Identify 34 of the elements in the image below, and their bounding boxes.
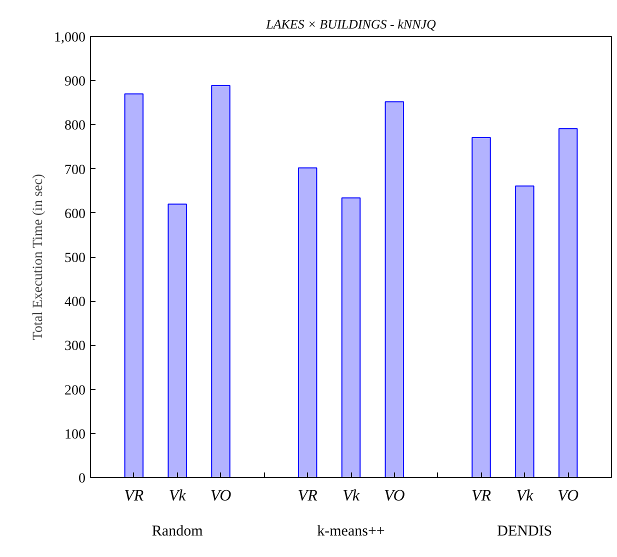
series-label: VR	[298, 488, 318, 504]
series-label: Vk	[168, 488, 187, 504]
text: Vk	[516, 488, 534, 504]
bar	[472, 136, 491, 478]
x-tick-label: DENDIS	[497, 524, 552, 540]
text: Vk	[342, 488, 360, 504]
bar	[298, 167, 318, 478]
bar	[211, 84, 230, 478]
bar	[515, 186, 534, 478]
y-tick-label: 400	[64, 295, 86, 310]
y-tick-label: 1,000	[54, 30, 86, 46]
text: VO	[210, 488, 232, 504]
y-axis-title: Total Execution Time (in sec)	[31, 174, 46, 340]
bar	[124, 93, 144, 478]
series-label: VO	[558, 488, 579, 504]
bar	[168, 204, 187, 478]
bar	[558, 128, 578, 478]
x-tick-label: k-means++	[317, 524, 385, 540]
bar	[384, 101, 404, 478]
bar	[341, 197, 361, 478]
y-tick-label: 0	[78, 472, 86, 486]
y-tick-label: 300	[64, 339, 86, 354]
y-tick-label: 800	[64, 118, 86, 134]
x-tick-label: Random	[152, 524, 204, 540]
y-tick-label: 900	[64, 74, 86, 90]
chart-title: LAKES × BUILDINGS - kNNJQ	[265, 16, 437, 32]
y-tick-label: 200	[64, 383, 86, 398]
y-tick-label: 700	[64, 162, 86, 178]
y-tick-label: 600	[64, 206, 86, 222]
text: VR	[471, 488, 492, 504]
text: VO	[384, 488, 405, 504]
y-tick-label: 500	[64, 251, 86, 266]
y-tick-label: 100	[64, 427, 86, 442]
text: VR	[124, 488, 144, 504]
